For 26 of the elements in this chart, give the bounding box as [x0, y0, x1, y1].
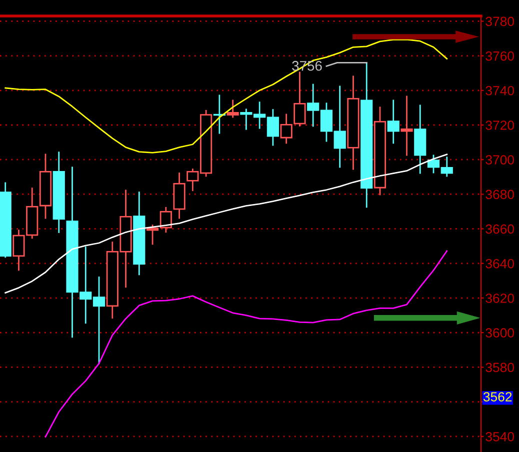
y-tick-label: 3620 — [486, 294, 514, 303]
text: 3562 — [483, 392, 512, 402]
candlestick — [226, 100, 239, 118]
y-tick-label: 3780 — [486, 16, 514, 26]
candlestick — [52, 152, 65, 233]
y-tick-label: 3680 — [486, 190, 514, 200]
candlestick — [0, 182, 12, 258]
y-tick-label: 3760 — [486, 51, 514, 61]
y-tick-label: 3540 — [486, 432, 514, 442]
candlestick — [133, 192, 146, 276]
y-tick-label: 3700 — [486, 155, 514, 165]
y-tick-label: 3740 — [486, 86, 514, 96]
candlestick — [173, 172, 186, 219]
y-tick-label: 3600 — [486, 328, 514, 338]
candlestick — [387, 100, 400, 144]
candlestick — [414, 104, 426, 174]
candlestick — [360, 62, 373, 208]
line-series — [44, 250, 448, 438]
line-series — [4, 154, 448, 294]
candlestick — [400, 96, 413, 156]
y-tick-label: 3660 — [486, 224, 514, 234]
line-series — [4, 38, 448, 154]
y-tick-label: 3640 — [486, 258, 514, 268]
y-tick-label: 3720 — [486, 120, 514, 130]
candlestick — [347, 76, 360, 170]
y-tick-label: 3580 — [486, 362, 514, 372]
